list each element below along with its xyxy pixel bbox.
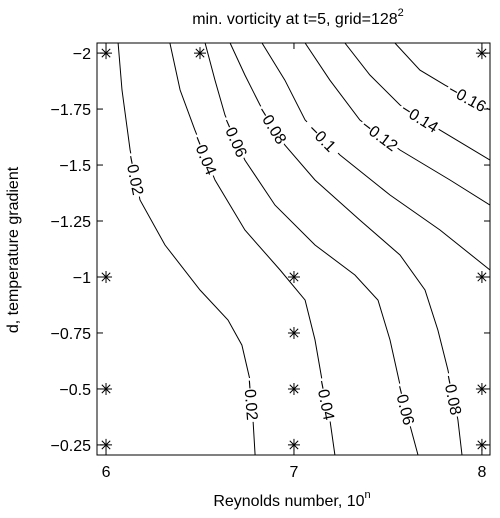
y-tick-label: −1.25: [51, 214, 92, 231]
contour-label: −0.08: [439, 374, 464, 417]
contour-label: −0.14: [398, 101, 441, 137]
contour-label-group: −0.06: [217, 113, 253, 162]
sample-marker: [100, 438, 113, 451]
contour-line: [344, 43, 490, 161]
sample-marker: [287, 326, 300, 339]
title-superscript: 2: [398, 7, 404, 19]
sample-marker: [475, 270, 488, 283]
x-label-superscript: n: [365, 489, 371, 501]
sample-marker: [287, 382, 300, 395]
x-tick-label: 8: [477, 464, 486, 481]
title-text: min. vorticity at t=5, grid=128: [192, 11, 398, 28]
contour-label-bg: [240, 377, 263, 423]
sample-marker: [100, 270, 113, 283]
y-tick-label: −1: [73, 270, 91, 287]
y-tick-label: −0.25: [51, 438, 92, 455]
sample-marker: [475, 47, 488, 60]
overlay-layer: 6 7 8 −2 −1.75 −1.5 −1.25 −1 −0.75 −0.5 −0.25: [51, 43, 490, 481]
contour-label-bg: [253, 101, 292, 149]
contour-label-bg: [312, 376, 340, 424]
contour-line: [204, 43, 419, 455]
x-tick-label: 7: [290, 464, 299, 481]
x-axis-label: Reynolds number, 10n: [213, 489, 370, 510]
sample-marker: [193, 47, 206, 60]
contour-label-bg: [300, 115, 345, 160]
contour-label: −0.02: [121, 154, 146, 197]
contour-label: −0.16: [445, 82, 489, 116]
contour-label-group: −0.12: [356, 114, 403, 156]
contour-label-group: −0.04: [312, 376, 340, 424]
x-tick-label: 6: [102, 464, 111, 481]
contour-label-group: −0.06: [390, 381, 419, 429]
contour-label-group: −0.08: [253, 101, 292, 149]
contour-label-group: −0.14: [396, 98, 444, 137]
y-axis-label: d, temperature gradient: [5, 166, 22, 333]
y-tick-label: −0.5: [59, 382, 91, 399]
sample-marker: [475, 382, 488, 395]
contour-label-group: −0.04: [188, 131, 222, 179]
sample-marker: [475, 438, 488, 451]
sample-marker: [100, 47, 113, 60]
y-tick-label: −0.75: [51, 326, 92, 343]
contour-label-bg: [121, 151, 149, 199]
contour-label: −0.12: [358, 117, 401, 155]
contour-label-bg: [396, 98, 444, 137]
contour-layer: −0.02−0.02−0.04−0.04−0.06−0.06−0.08−0.08…: [117, 43, 490, 455]
contour-line: [117, 43, 256, 455]
contour-label-bg: [356, 114, 403, 156]
contour-label-bg: [188, 131, 222, 179]
contour-label-bg: [217, 113, 253, 162]
contour-label-group: −0.02: [121, 151, 149, 199]
contour-label: −0.02: [240, 379, 260, 421]
contour-label-bg: [390, 381, 419, 429]
contour-line: [261, 43, 490, 271]
contour-label-bg: [443, 79, 490, 117]
contour-label: −0.04: [312, 379, 337, 422]
y-tick-label: −1.5: [59, 158, 91, 175]
contour-label: −0.06: [390, 384, 416, 427]
sample-marker: [100, 382, 113, 395]
plot-frame: [96, 42, 491, 456]
contour-label-bg: [439, 371, 467, 419]
contour-label-group: −0.16: [443, 79, 490, 117]
y-tick-label: −2: [73, 46, 91, 63]
sample-marker: [287, 270, 300, 283]
chart-title: min. vorticity at t=5, grid=1282: [192, 7, 404, 28]
contour-label-group: −0.02: [240, 377, 263, 423]
sample-marker: [287, 438, 300, 451]
contour-line: [304, 43, 490, 206]
contour-label-group: −0.08: [439, 371, 467, 419]
y-tick-label: −1.75: [51, 102, 92, 119]
x-label-text: Reynolds number, 10: [213, 493, 364, 510]
contour-label: −0.08: [253, 104, 289, 147]
